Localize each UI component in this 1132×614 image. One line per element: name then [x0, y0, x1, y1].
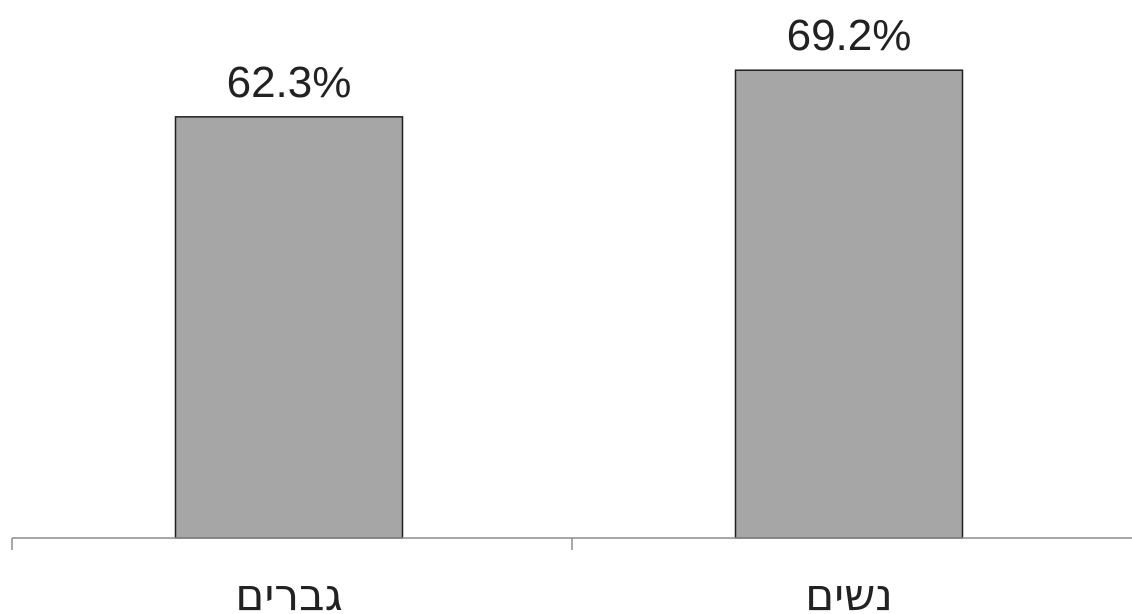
value-labels-group: 62.3% 69.2%: [227, 11, 912, 107]
data-label-1: 69.2%: [787, 11, 912, 60]
category-label-0: גברים: [235, 570, 342, 614]
data-label-0: 62.3%: [227, 58, 352, 107]
bar-1: [734, 69, 964, 539]
bar-0: [174, 116, 404, 539]
x-axis: [11, 537, 1132, 550]
category-label-1: נשים: [805, 570, 893, 614]
bars-group: [174, 69, 964, 539]
category-labels-group: גברים נשים: [235, 570, 893, 614]
